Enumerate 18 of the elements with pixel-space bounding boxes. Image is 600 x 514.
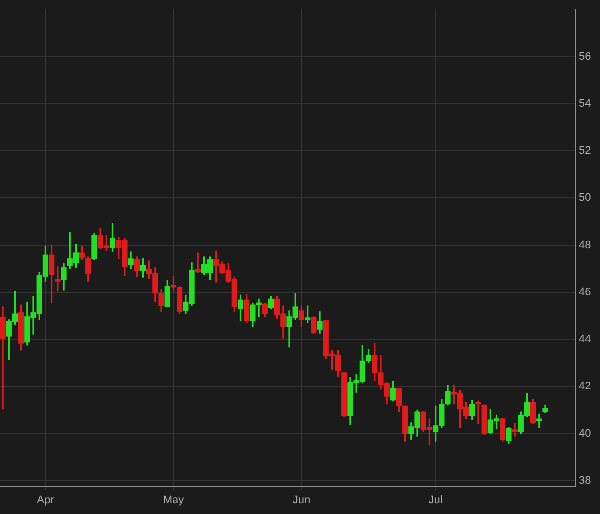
candlestick (0, 306, 6, 410)
candlestick (512, 424, 518, 437)
y-tick-label: 50 (579, 192, 592, 204)
y-tick-label: 42 (579, 380, 592, 393)
y-tick-label: 44 (579, 334, 592, 346)
y-tick-label: 56 (579, 50, 592, 63)
x-tick-label: Jul (428, 494, 443, 506)
y-tick-label: 52 (579, 145, 592, 158)
x-tick-label: May (163, 494, 185, 506)
candlestick (476, 400, 482, 424)
candlestick (536, 414, 542, 428)
x-tick-label: Jun (292, 494, 311, 506)
y-tick-label: 54 (579, 98, 592, 110)
y-tick-label: 38 (579, 474, 592, 487)
y-tick-label: 48 (579, 239, 592, 252)
x-tick-label: Apr (37, 494, 55, 506)
y-tick-label: 46 (579, 286, 592, 298)
y-tick-label: 40 (579, 428, 592, 440)
